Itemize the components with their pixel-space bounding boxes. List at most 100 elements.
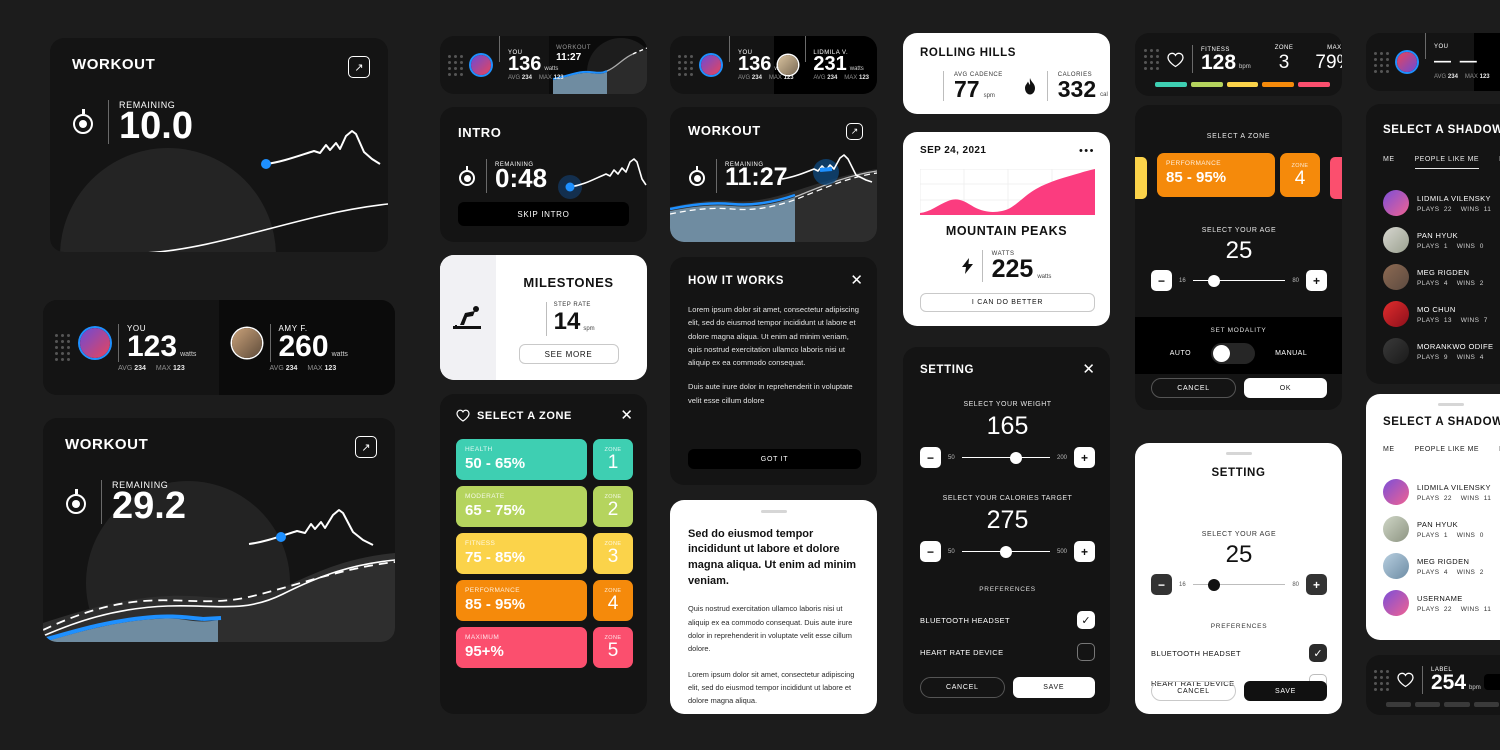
close-icon[interactable]: ✕ xyxy=(850,272,863,289)
page-title: SELECT A SHADOW xyxy=(1383,416,1500,428)
list-item[interactable]: MORANKWO ODIFE PLAYS 9 WINS 4 xyxy=(1383,338,1500,364)
list-item[interactable]: USERNAME PLAYS 22 WINS 11 xyxy=(1383,590,1500,616)
zone-badge: ZONE 2 xyxy=(593,486,633,527)
baseline-curve xyxy=(147,203,388,252)
drag-handle[interactable] xyxy=(760,510,787,513)
zone-option[interactable]: FITNESS 75 - 85% xyxy=(456,533,587,574)
minus-icon[interactable]: − xyxy=(1151,574,1172,595)
list-item[interactable]: LIDMILA VILENSKY PLAYS 22 WINS 11 xyxy=(1383,190,1500,216)
modality-auto-label[interactable]: AUTO xyxy=(1169,350,1192,357)
save-button[interactable]: SAVE xyxy=(1244,681,1327,701)
label-strip-card: LABEL 254 bpm SELECT xyxy=(1366,655,1500,715)
max-label: MAX xyxy=(155,364,172,372)
shadow-tab[interactable]: PEOPLE LIKE ME xyxy=(1414,156,1480,169)
plus-icon[interactable]: + xyxy=(1074,541,1095,562)
close-icon[interactable]: ✕ xyxy=(1082,361,1095,378)
see-more-button[interactable]: SEE MORE xyxy=(518,344,619,364)
age-slider[interactable] xyxy=(1192,274,1286,287)
drag-handle[interactable] xyxy=(1225,452,1252,455)
zone-badge-label: ZONE xyxy=(604,635,622,641)
minus-icon[interactable]: − xyxy=(1151,270,1172,291)
heart-rate-device-checkbox[interactable] xyxy=(1077,643,1095,661)
remaining-value: 11:27 xyxy=(725,163,788,192)
avatar xyxy=(1383,479,1409,505)
zone-row[interactable]: PERFORMANCE 85 - 95% ZONE 4 xyxy=(456,580,633,621)
person-name: USERNAME xyxy=(1417,593,1463,603)
drag-grip-icon[interactable] xyxy=(1374,51,1389,73)
zone-row[interactable]: MODERATE 65 - 75% ZONE 2 xyxy=(456,486,633,527)
plus-icon[interactable]: + xyxy=(1306,574,1327,595)
drag-grip-icon[interactable] xyxy=(55,334,70,361)
duo-stats-card-1: YOU 123 watts AVG 234 MAX 123 xyxy=(43,300,395,395)
weight-value: 165 xyxy=(986,412,1029,440)
modality-manual-label[interactable]: MANUAL xyxy=(1275,350,1308,357)
expand-arrow-icon[interactable]: ↗ xyxy=(348,56,370,78)
cancel-button[interactable]: CANCEL xyxy=(920,677,1005,698)
bluetooth-headset-checkbox[interactable]: ✓ xyxy=(1309,644,1327,662)
zone-option[interactable]: PERFORMANCE 85 - 95% xyxy=(456,580,587,621)
expand-arrow-icon[interactable]: ↗ xyxy=(355,436,377,458)
list-item[interactable]: MEG RIGDEN PLAYS 4 WINS 2 xyxy=(1383,553,1500,579)
zone-option[interactable]: MAXIMUM 95+% xyxy=(456,627,587,668)
more-dots-icon[interactable]: ••• xyxy=(1078,145,1095,157)
shadow-tab[interactable]: PEOPLE LIKE ME xyxy=(1414,446,1480,453)
duo-stats-card-3: YOU 136 watts AVG 234 MAX 123 LIDMILA V.… xyxy=(670,36,877,94)
ok-button[interactable]: OK xyxy=(1244,378,1327,398)
weight-slider[interactable] xyxy=(961,451,1050,464)
slider-max-label: 200 xyxy=(1056,454,1067,461)
drag-grip-icon[interactable] xyxy=(448,54,463,76)
zone-row[interactable]: HEALTH 50 - 65% ZONE 1 xyxy=(456,439,633,480)
cancel-button[interactable]: CANCEL xyxy=(1151,681,1236,701)
metric-label: WATTS xyxy=(991,250,1015,257)
i-can-do-better-button[interactable]: I CAN DO BETTER xyxy=(920,293,1095,312)
pref-label: HEART RATE DEVICE xyxy=(920,647,1004,657)
remaining-value: 0:48 xyxy=(495,162,548,193)
list-item[interactable]: MO CHUN PLAYS 13 WINS 7 xyxy=(1383,301,1500,327)
drag-grip-icon[interactable] xyxy=(678,54,693,76)
plus-icon[interactable]: + xyxy=(1306,270,1327,291)
workout-graphics xyxy=(43,481,395,642)
avatar xyxy=(701,55,721,75)
minus-icon[interactable]: − xyxy=(920,447,941,468)
zone-badge: ZONE 4 xyxy=(593,580,633,621)
cancel-button[interactable]: CANCEL xyxy=(1151,378,1236,398)
shadow-tab[interactable]: ME xyxy=(1383,446,1395,453)
drag-grip-icon[interactable] xyxy=(1144,49,1159,70)
calories-slider[interactable] xyxy=(961,545,1050,558)
max-value: 123 xyxy=(553,74,564,81)
zone-option-selected[interactable]: PERFORMANCE 85 - 95% xyxy=(1157,153,1275,197)
plus-icon[interactable]: + xyxy=(1074,447,1095,468)
zone-peek-left[interactable] xyxy=(1135,157,1147,199)
zone-peek-right[interactable] xyxy=(1330,157,1342,199)
zone-option[interactable]: MODERATE 65 - 75% xyxy=(456,486,587,527)
minus-icon[interactable]: − xyxy=(920,541,941,562)
shadow-tab[interactable]: ME xyxy=(1383,156,1395,163)
drag-handle[interactable] xyxy=(1438,403,1464,406)
list-item[interactable]: PAN HYUK PLAYS 1 WINS 0 xyxy=(1383,516,1500,542)
drag-grip-icon[interactable] xyxy=(1374,669,1389,691)
bluetooth-headset-checkbox[interactable]: ✓ xyxy=(1077,611,1095,629)
age-slider[interactable] xyxy=(1192,578,1286,591)
expand-arrow-icon[interactable]: ↗ xyxy=(846,123,863,140)
workout-card-large-1: WORKOUT ↗ REMAINING 10.0 xyxy=(50,38,388,252)
select-field[interactable] xyxy=(1484,674,1500,690)
remaining-label: REMAINING xyxy=(495,161,534,168)
avatar xyxy=(1383,553,1409,579)
avatar xyxy=(1383,301,1409,327)
got-it-button[interactable]: GOT IT xyxy=(688,449,861,469)
list-item[interactable]: PAN HYUK PLAYS 1 WINS 0 xyxy=(1383,227,1500,253)
save-button[interactable]: SAVE xyxy=(1012,677,1095,698)
flame-icon xyxy=(1024,77,1035,94)
zone-row[interactable]: MAXIMUM 95+% ZONE 5 xyxy=(456,627,633,668)
list-item[interactable]: LIDMILA VILENSKY PLAYS 22 WINS 11 xyxy=(1383,479,1500,505)
skip-intro-button[interactable]: SKIP INTRO xyxy=(458,202,629,226)
list-item[interactable]: MEG RIGDEN PLAYS 4 WINS 2 xyxy=(1383,264,1500,290)
zone-row[interactable]: FITNESS 75 - 85% ZONE 3 xyxy=(456,533,633,574)
zone-option[interactable]: HEALTH 50 - 65% xyxy=(456,439,587,480)
zone-badge-number: 4 xyxy=(607,593,619,614)
close-icon[interactable]: ✕ xyxy=(620,407,633,424)
modality-toggle[interactable] xyxy=(1211,343,1256,364)
zone-segment xyxy=(1226,82,1259,87)
